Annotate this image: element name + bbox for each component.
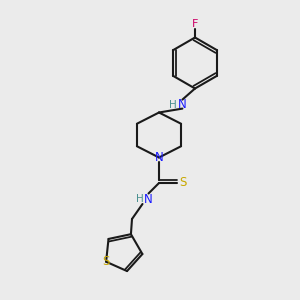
Text: S: S bbox=[102, 255, 110, 268]
Text: N: N bbox=[144, 193, 153, 206]
Text: S: S bbox=[179, 176, 187, 190]
Text: N: N bbox=[154, 151, 164, 164]
Text: F: F bbox=[192, 19, 198, 29]
Text: H: H bbox=[136, 194, 143, 205]
Text: N: N bbox=[178, 98, 187, 112]
Text: H: H bbox=[169, 100, 176, 110]
